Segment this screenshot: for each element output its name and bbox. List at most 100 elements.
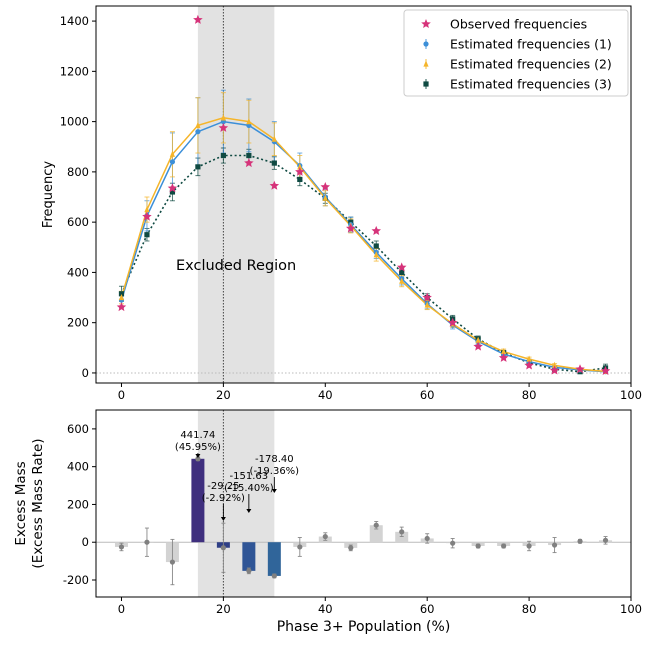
x-tick-label: 80: [522, 388, 537, 402]
bar-annotation: 441.74(45.95%): [175, 430, 221, 458]
data-point-triangle: [220, 114, 226, 121]
y-tick-label: 1000: [60, 115, 89, 129]
bar-annotation-rate: (-2.92%): [202, 493, 245, 504]
y-axis-label: Frequency: [41, 161, 56, 228]
y-tick-label: 1400: [60, 14, 89, 28]
data-point-triangle: [322, 194, 328, 201]
bar-point: [322, 533, 328, 540]
data-point-star: [116, 302, 127, 312]
data-point-star: [320, 182, 330, 191]
bar-point: [195, 456, 201, 462]
bar: [191, 458, 205, 543]
bar: [242, 542, 256, 571]
data-point-triangle: [297, 163, 303, 170]
data-point-square: [220, 152, 226, 159]
y-axis-label-line: Excess Mass: [13, 461, 29, 545]
plot-frame: [95, 409, 632, 598]
x-tick-label: 0: [118, 602, 125, 616]
legend-label: Estimated frequencies (1): [450, 37, 612, 52]
data-point-star: [447, 317, 458, 327]
data-point-square: [169, 189, 176, 195]
data-point-triangle: [501, 347, 507, 355]
data-point-star: [167, 183, 178, 193]
excluded-region-band: [197, 410, 275, 597]
legend: Observed frequencies Estimated frequencie…: [403, 9, 629, 97]
plot-frame: [95, 5, 632, 384]
bar: [395, 531, 409, 543]
data-point-square: [399, 269, 405, 276]
bar-point: [602, 537, 609, 543]
data-point-triangle: [424, 301, 430, 308]
data-point-square: [246, 152, 252, 159]
legend-box: [403, 9, 629, 97]
legend-marker-triangle: [423, 60, 429, 67]
data-point-triangle: [195, 121, 201, 128]
data-point-triangle: [246, 118, 252, 125]
data-point-square: [297, 176, 303, 183]
bar-point: [475, 543, 481, 549]
legend-marker-star: [421, 19, 431, 28]
bar-point: [118, 544, 125, 550]
x-axis-label: Phase 3+ Population (%): [277, 619, 451, 635]
excluded-region-label: Excluded Region: [176, 258, 296, 274]
data-point-star: [422, 292, 432, 302]
legend-entry: Observed frequencies: [421, 17, 587, 32]
y-tick-label: 200: [67, 316, 89, 330]
y-tick-label: 1200: [60, 64, 89, 78]
legend-label: Observed frequencies: [450, 17, 587, 32]
data-point-star: [295, 166, 305, 176]
bar-annotation: -29.25(-2.92%): [202, 481, 245, 521]
data-point-triangle: [169, 150, 176, 157]
data-point-star: [244, 158, 254, 168]
y-tick-label: 400: [67, 460, 89, 474]
data-point-star: [142, 211, 152, 221]
legend-entry: Estimated frequencies (1): [423, 37, 612, 52]
y-tick-label: 0: [82, 366, 89, 380]
y-tick-label: 600: [67, 215, 89, 229]
excess-mass-plot: 441.74(45.95%)-29.25(-2.92%)-151.63(-15.…: [13, 409, 642, 635]
data-point-star: [549, 365, 560, 375]
bar: [267, 542, 281, 576]
bar-point: [348, 545, 354, 551]
data-point-star: [371, 225, 381, 235]
x-tick-label: 20: [216, 602, 231, 616]
bar-point: [246, 568, 252, 574]
data-point-triangle: [144, 205, 150, 213]
bar-annotation-rate: (-15.40%): [224, 483, 274, 494]
bar-point: [450, 540, 456, 546]
bar-point: [399, 529, 405, 535]
data-point-circle: [195, 129, 201, 135]
series-line-2: [120, 117, 606, 373]
data-point-star: [269, 180, 280, 190]
data-point-star: [524, 360, 534, 370]
data-point-triangle: [373, 251, 379, 258]
legend-label: Estimated frequencies (3): [450, 77, 612, 92]
excluded-region-band: [197, 6, 275, 383]
data-point-triangle: [399, 277, 405, 284]
bar-annotation-arrowhead: [220, 517, 226, 521]
bar-point: [501, 543, 507, 549]
bar-point: [577, 538, 583, 544]
data-point-square: [144, 232, 150, 238]
bar-point: [169, 559, 176, 565]
legend-marker-square: [423, 81, 429, 87]
bar: [369, 525, 383, 543]
bar-point: [220, 545, 226, 551]
y-tick-label: 600: [67, 422, 89, 436]
bar-point: [297, 544, 303, 550]
data-point-square: [373, 243, 379, 249]
x-tick-label: 80: [522, 602, 537, 616]
series-line-1: [120, 120, 606, 373]
data-point-star: [600, 365, 611, 375]
legend-label: Estimated frequencies (2): [450, 57, 612, 72]
data-point-star: [397, 262, 407, 272]
data-point-star: [575, 364, 585, 374]
bar-point: [526, 543, 532, 549]
bar-annotation-value: -29.25: [207, 481, 239, 492]
legend-entry: Estimated frequencies (3): [423, 77, 612, 92]
y-axis-label-line: (Excess Mass Rate): [30, 438, 46, 568]
bar-annotation-arrowhead: [271, 489, 277, 493]
y-tick-label: 800: [67, 165, 89, 179]
data-point-triangle: [475, 336, 481, 343]
